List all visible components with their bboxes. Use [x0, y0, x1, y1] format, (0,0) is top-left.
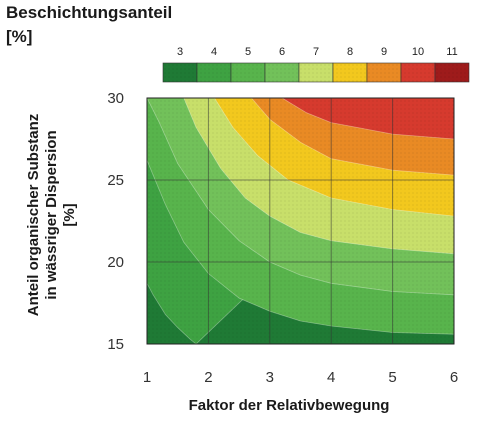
y-axis-label-line: Anteil organischer Substanz — [25, 114, 42, 317]
colorbar-swatch-texture — [197, 63, 231, 82]
y-axis-label: Anteil organischer Substanz in wässriger … — [25, 114, 78, 317]
colorbar-label: 8 — [347, 46, 353, 58]
colorbar-label: 4 — [211, 46, 217, 58]
y-axis-label-line: [%] — [61, 203, 78, 226]
x-tick-label: 6 — [450, 369, 458, 386]
colorbar-swatch-texture — [231, 63, 265, 82]
y-tick-label: 25 — [107, 172, 124, 189]
x-tick-label: 5 — [388, 369, 396, 386]
colorbar-label: 7 — [313, 46, 319, 58]
y-axis-label-line: in wässriger Dispersion — [43, 130, 60, 299]
colorbar-label: 10 — [412, 46, 424, 58]
plot-area — [147, 98, 454, 344]
colorbar-swatch-texture — [435, 63, 469, 82]
y-tick-label: 20 — [107, 254, 124, 271]
legend-unit: [%] — [6, 27, 33, 46]
colorbar-swatch-texture — [401, 63, 435, 82]
colorbar-swatch-texture — [333, 63, 367, 82]
colorbar-label: 5 — [245, 46, 251, 58]
colorbar-label: 11 — [446, 46, 457, 58]
x-axis-label: Faktor der Relativbewegung — [189, 397, 390, 414]
y-tick-label: 30 — [107, 90, 124, 107]
plot-texture — [147, 98, 454, 344]
x-tick-label: 4 — [327, 369, 335, 386]
y-tick-label: 15 — [107, 336, 124, 353]
colorbar-label: 6 — [279, 46, 285, 58]
colorbar: 3 4 5 6 7 8 9 10 11 — [162, 46, 470, 83]
x-tick-label: 2 — [204, 369, 212, 386]
legend-title: Beschichtungsanteil — [6, 3, 173, 22]
x-tick-label: 3 — [266, 369, 274, 386]
plot-frame — [146, 97, 455, 345]
colorbar-swatch-texture — [163, 63, 197, 82]
grid — [147, 98, 454, 344]
y-axis-ticks: 15 20 25 30 — [107, 90, 124, 353]
colorbar-swatch-texture — [299, 63, 333, 82]
colorbar-label: 9 — [381, 46, 387, 58]
x-tick-label: 1 — [143, 369, 151, 386]
colorbar-swatch-texture — [265, 63, 299, 82]
colorbar-swatch-texture — [367, 63, 401, 82]
x-axis-ticks: 1 2 3 4 5 6 — [143, 369, 458, 386]
colorbar-label: 3 — [177, 46, 183, 58]
